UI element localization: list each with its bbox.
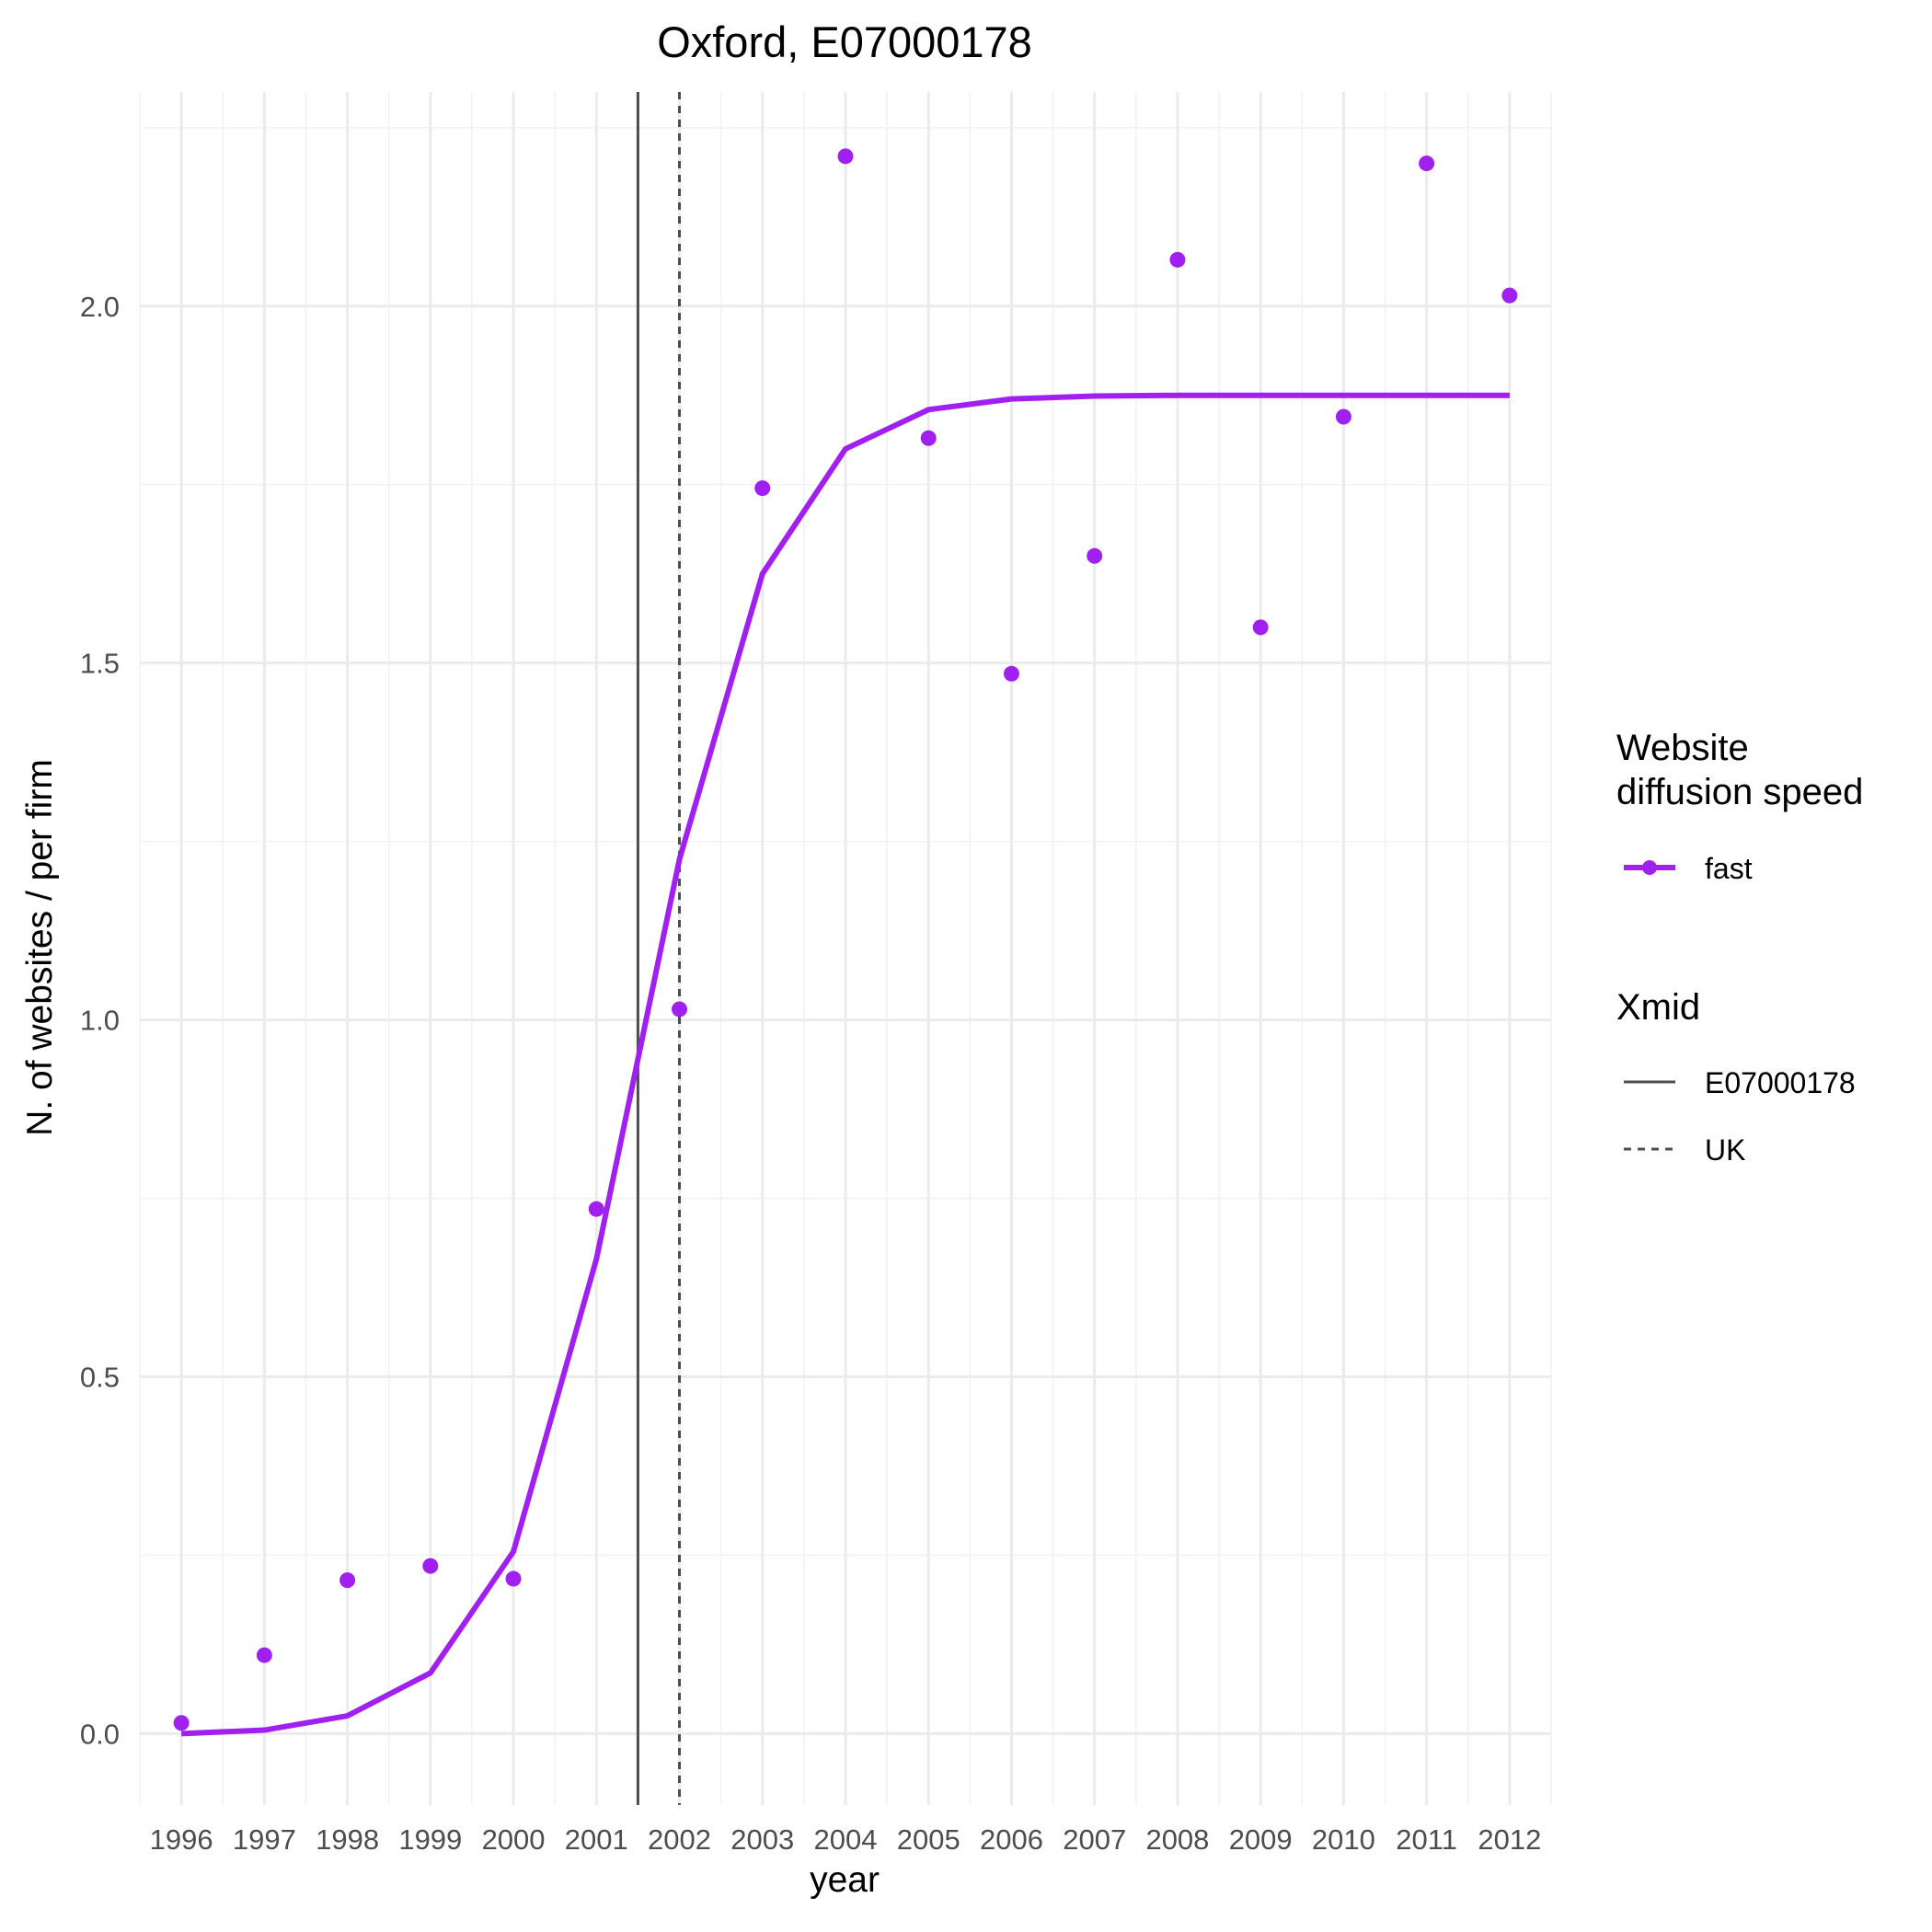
series-fast-point — [920, 430, 937, 446]
series-fast-point — [505, 1570, 522, 1587]
x-tick-label: 1998 — [316, 1823, 379, 1856]
series-fast-point — [1335, 408, 1351, 425]
grid — [139, 92, 1552, 1805]
y-tick-label: 1.0 — [80, 1005, 120, 1037]
tick-labels: 1996 1997 1998 1999 2000 2001 2002 2003 2004 2005… — [80, 291, 1541, 1856]
legend-speed-title-line1: Website — [1616, 728, 1749, 768]
x-tick-label: 2010 — [1312, 1823, 1375, 1856]
series-fast-point — [1003, 665, 1019, 682]
y-tick-label: 1.5 — [80, 648, 120, 680]
x-axis-title: year — [810, 1860, 880, 1900]
series-fast-point — [588, 1201, 604, 1217]
series-fast-point — [422, 1558, 439, 1574]
x-tick-label: 2001 — [565, 1823, 628, 1856]
series-fast-point — [1419, 155, 1435, 172]
series-layer — [173, 148, 1518, 1737]
x-tick-label: 2000 — [482, 1823, 546, 1856]
x-tick-label: 1996 — [150, 1823, 213, 1856]
series-fast-fit-line — [180, 392, 1510, 1737]
legend-key-fast-point — [1642, 860, 1657, 875]
legend-label-uk: UK — [1705, 1133, 1745, 1167]
reference-lines — [636, 92, 682, 1805]
legend-speed-title-line2: diffusion speed — [1616, 772, 1863, 812]
legend-label-fast: fast — [1705, 852, 1753, 885]
series-fast-point — [1169, 251, 1186, 268]
x-tick-label: 2011 — [1396, 1823, 1457, 1856]
series-fast-point — [754, 480, 771, 497]
series-fast-point — [256, 1647, 272, 1663]
series-fast-point — [672, 1001, 688, 1018]
legend-xmid-title: Xmid — [1616, 987, 1700, 1028]
x-tick-label: 1999 — [398, 1823, 462, 1856]
x-tick-label: 2007 — [1063, 1823, 1126, 1856]
x-tick-label: 2008 — [1145, 1823, 1209, 1856]
series-fast-point — [837, 148, 854, 165]
series-fast-point — [1252, 619, 1269, 636]
x-tick-label: 1997 — [233, 1823, 296, 1856]
legend-label-e07000178: E07000178 — [1705, 1066, 1856, 1099]
x-tick-label: 2003 — [730, 1823, 794, 1856]
x-tick-label: 2004 — [814, 1823, 878, 1856]
x-tick-label: 2006 — [980, 1823, 1043, 1856]
series-fast-point — [173, 1715, 190, 1731]
chart-title: Oxford, E07000178 — [657, 17, 1032, 66]
legend: Website diffusion speed fast Xmid E07000… — [1616, 728, 1863, 1167]
y-tick-label: 2.0 — [80, 291, 120, 323]
x-tick-label: 2002 — [648, 1823, 711, 1856]
y-tick-label: 0.0 — [80, 1718, 120, 1750]
series-fast-point — [339, 1572, 356, 1589]
y-axis-title: N. of websites / per firm — [20, 759, 60, 1136]
y-tick-label: 0.5 — [80, 1362, 120, 1394]
series-fast-point — [1501, 287, 1518, 304]
x-tick-label: 2005 — [897, 1823, 960, 1856]
series-fast-point — [1087, 547, 1103, 564]
x-tick-label: 2009 — [1229, 1823, 1293, 1856]
x-tick-label: 2012 — [1478, 1823, 1541, 1856]
